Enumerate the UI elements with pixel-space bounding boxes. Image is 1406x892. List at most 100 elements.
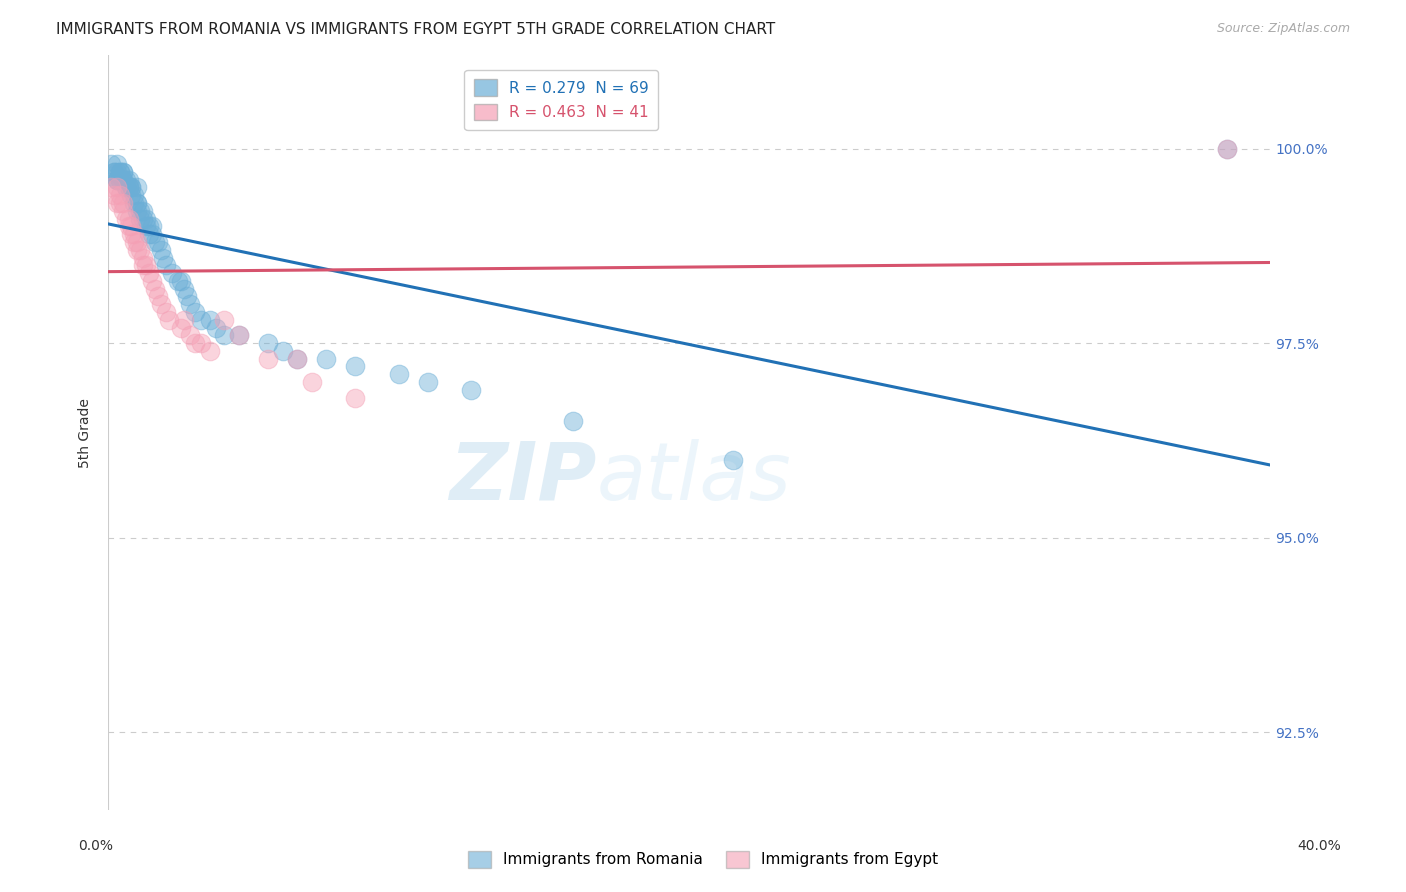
Point — [111, 172, 134, 186]
Point — [146, 235, 169, 249]
Point — [721, 453, 744, 467]
Point — [121, 219, 143, 234]
Point — [108, 172, 131, 186]
Point — [124, 196, 146, 211]
Point — [108, 165, 131, 179]
Text: 40.0%: 40.0% — [1296, 838, 1341, 853]
Point — [114, 180, 136, 194]
Point — [285, 351, 308, 366]
Point — [416, 375, 439, 389]
Point — [103, 165, 125, 179]
Point — [257, 336, 280, 351]
Point — [170, 274, 193, 288]
Point — [146, 289, 169, 303]
Point — [135, 211, 157, 226]
Point — [138, 227, 160, 242]
Point — [105, 172, 128, 186]
Point — [184, 305, 207, 319]
Point — [124, 188, 146, 202]
Point — [111, 203, 134, 218]
Point — [111, 172, 134, 186]
Point — [285, 351, 308, 366]
Point — [108, 172, 131, 186]
Point — [344, 359, 367, 374]
Point — [228, 328, 250, 343]
Point — [124, 227, 146, 242]
Point — [127, 243, 149, 257]
Point — [127, 180, 149, 194]
Point — [121, 180, 143, 194]
Point — [149, 297, 172, 311]
Point — [141, 227, 163, 242]
Point — [103, 188, 125, 202]
Point — [155, 305, 177, 319]
Legend: R = 0.279  N = 69, R = 0.463  N = 41: R = 0.279 N = 69, R = 0.463 N = 41 — [464, 70, 658, 129]
Point — [141, 274, 163, 288]
Point — [127, 196, 149, 211]
Point — [117, 219, 139, 234]
Point — [135, 258, 157, 272]
Point — [129, 211, 152, 226]
Text: IMMIGRANTS FROM ROMANIA VS IMMIGRANTS FROM EGYPT 5TH GRADE CORRELATION CHART: IMMIGRANTS FROM ROMANIA VS IMMIGRANTS FR… — [56, 22, 776, 37]
Point — [111, 196, 134, 211]
Point — [132, 258, 155, 272]
Point — [1215, 142, 1237, 156]
Point — [105, 196, 128, 211]
Point — [184, 336, 207, 351]
Point — [129, 203, 152, 218]
Point — [344, 391, 367, 405]
Point — [100, 157, 122, 171]
Point — [105, 180, 128, 194]
Point — [124, 235, 146, 249]
Point — [100, 180, 122, 194]
Point — [129, 243, 152, 257]
Point — [132, 251, 155, 265]
Point — [388, 368, 411, 382]
Point — [127, 235, 149, 249]
Point — [190, 312, 212, 326]
Y-axis label: 5th Grade: 5th Grade — [79, 398, 93, 467]
Point — [111, 165, 134, 179]
Point — [138, 266, 160, 280]
Point — [135, 219, 157, 234]
Point — [152, 251, 174, 265]
Point — [271, 343, 294, 358]
Point — [315, 351, 337, 366]
Text: 0.0%: 0.0% — [79, 838, 112, 853]
Point — [114, 172, 136, 186]
Point — [143, 235, 166, 249]
Point — [214, 328, 236, 343]
Point — [1215, 142, 1237, 156]
Point — [173, 282, 195, 296]
Legend: Immigrants from Romania, Immigrants from Egypt: Immigrants from Romania, Immigrants from… — [461, 845, 945, 873]
Point — [117, 180, 139, 194]
Point — [127, 196, 149, 211]
Point — [160, 266, 183, 280]
Point — [460, 383, 482, 397]
Point — [167, 274, 190, 288]
Point — [108, 188, 131, 202]
Point — [157, 312, 180, 326]
Text: atlas: atlas — [596, 439, 792, 517]
Point — [111, 165, 134, 179]
Text: Source: ZipAtlas.com: Source: ZipAtlas.com — [1216, 22, 1350, 36]
Text: ZIP: ZIP — [449, 439, 596, 517]
Point — [114, 211, 136, 226]
Point — [179, 328, 201, 343]
Point — [103, 165, 125, 179]
Point — [121, 180, 143, 194]
Point — [117, 211, 139, 226]
Point — [132, 203, 155, 218]
Point — [105, 165, 128, 179]
Point — [198, 343, 221, 358]
Point — [204, 320, 226, 334]
Point — [114, 180, 136, 194]
Point — [141, 219, 163, 234]
Point — [214, 312, 236, 326]
Point — [149, 243, 172, 257]
Point — [155, 258, 177, 272]
Point — [105, 172, 128, 186]
Point — [562, 414, 585, 428]
Point — [301, 375, 323, 389]
Point — [108, 165, 131, 179]
